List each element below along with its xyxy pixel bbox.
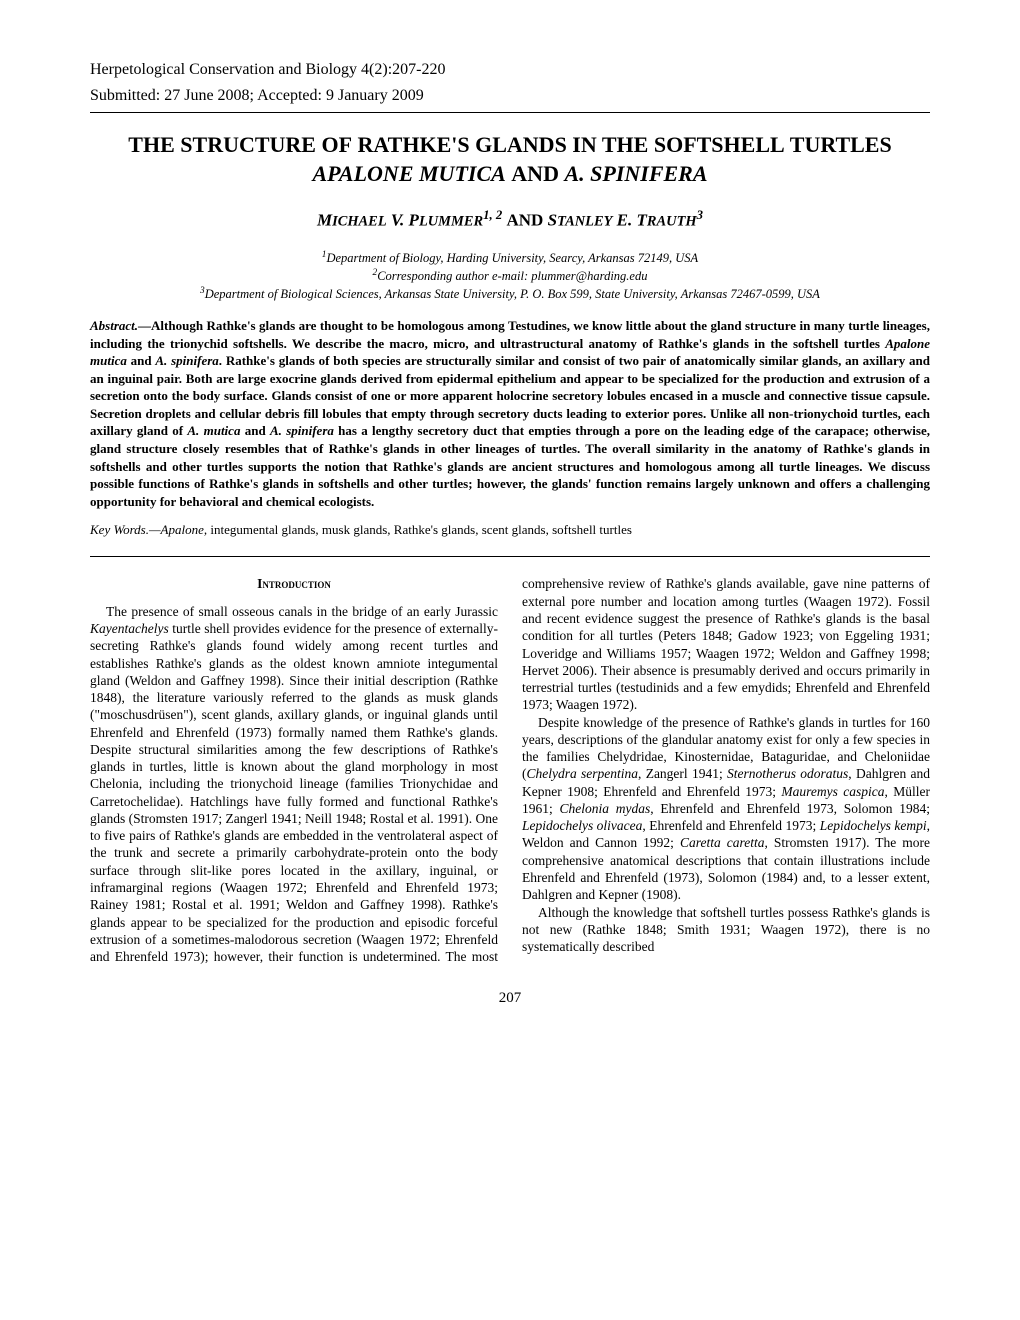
authors: MICHAEL V. PLUMMER1, 2 AND STANLEY E. TR… (90, 208, 930, 231)
body-columns: Introduction The presence of small osseo… (90, 575, 930, 965)
abstract-label: Abstract. (90, 318, 138, 333)
journal-citation: Herpetological Conservation and Biology … (90, 60, 930, 80)
submission-dates: Submitted: 27 June 2008; Accepted: 9 Jan… (90, 86, 930, 106)
intro-paragraph-3: Although the knowledge that softshell tu… (522, 904, 930, 956)
affiliation-1: 1Department of Biology, Harding Universi… (90, 249, 930, 267)
keywords-label: Key Words.—Apalone, (90, 522, 207, 537)
keywords-text: integumental glands, musk glands, Rathke… (207, 522, 632, 537)
affiliation-2: 2Corresponding author e-mail: plummer@ha… (90, 267, 930, 285)
intro-paragraph-2: Despite knowledge of the presence of Rat… (522, 714, 930, 904)
page-number: 207 (90, 989, 930, 1008)
divider-top (90, 112, 930, 113)
abstract-text: —Although Rathke's glands are thought to… (90, 318, 930, 508)
affiliation-3: 3Department of Biological Sciences, Arka… (90, 285, 930, 303)
divider-mid (90, 556, 930, 557)
affiliations: 1Department of Biology, Harding Universi… (90, 249, 930, 303)
article-title: THE STRUCTURE OF RATHKE'S GLANDS IN THE … (90, 131, 930, 188)
abstract: Abstract.—Although Rathke's glands are t… (90, 317, 930, 510)
section-head-introduction: Introduction (90, 575, 498, 592)
keywords: Key Words.—Apalone, integumental glands,… (90, 522, 930, 538)
